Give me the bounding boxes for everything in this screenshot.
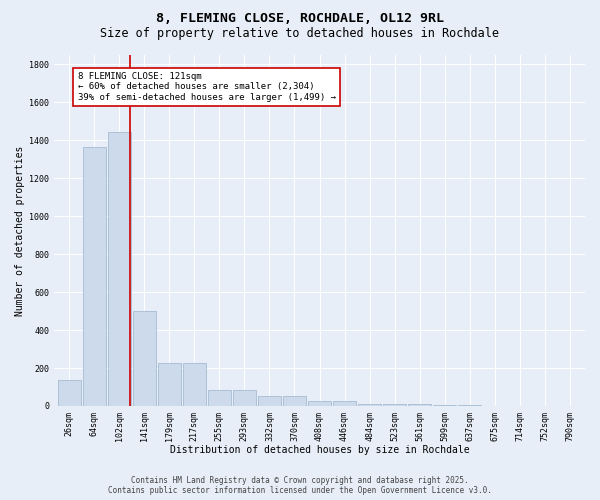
Y-axis label: Number of detached properties: Number of detached properties [15, 146, 25, 316]
Bar [133, 311, 156, 406]
Bar [258, 396, 281, 406]
Bar [208, 390, 231, 406]
Bar [308, 401, 331, 406]
Bar [58, 380, 80, 406]
Bar [283, 396, 306, 406]
Text: 8, FLEMING CLOSE, ROCHDALE, OL12 9RL: 8, FLEMING CLOSE, ROCHDALE, OL12 9RL [156, 12, 444, 26]
Bar [458, 405, 481, 406]
Text: 8 FLEMING CLOSE: 121sqm
← 60% of detached houses are smaller (2,304)
39% of semi: 8 FLEMING CLOSE: 121sqm ← 60% of detache… [78, 72, 336, 102]
Bar [233, 390, 256, 406]
Bar [333, 401, 356, 406]
Bar [433, 405, 456, 406]
Bar [358, 404, 381, 406]
Bar [183, 362, 206, 406]
Bar [158, 362, 181, 406]
Bar [383, 404, 406, 406]
X-axis label: Distribution of detached houses by size in Rochdale: Distribution of detached houses by size … [170, 445, 469, 455]
Bar [408, 404, 431, 406]
Bar [107, 132, 131, 406]
Text: Size of property relative to detached houses in Rochdale: Size of property relative to detached ho… [101, 28, 499, 40]
Text: Contains HM Land Registry data © Crown copyright and database right 2025.
Contai: Contains HM Land Registry data © Crown c… [108, 476, 492, 495]
Bar [83, 147, 106, 406]
